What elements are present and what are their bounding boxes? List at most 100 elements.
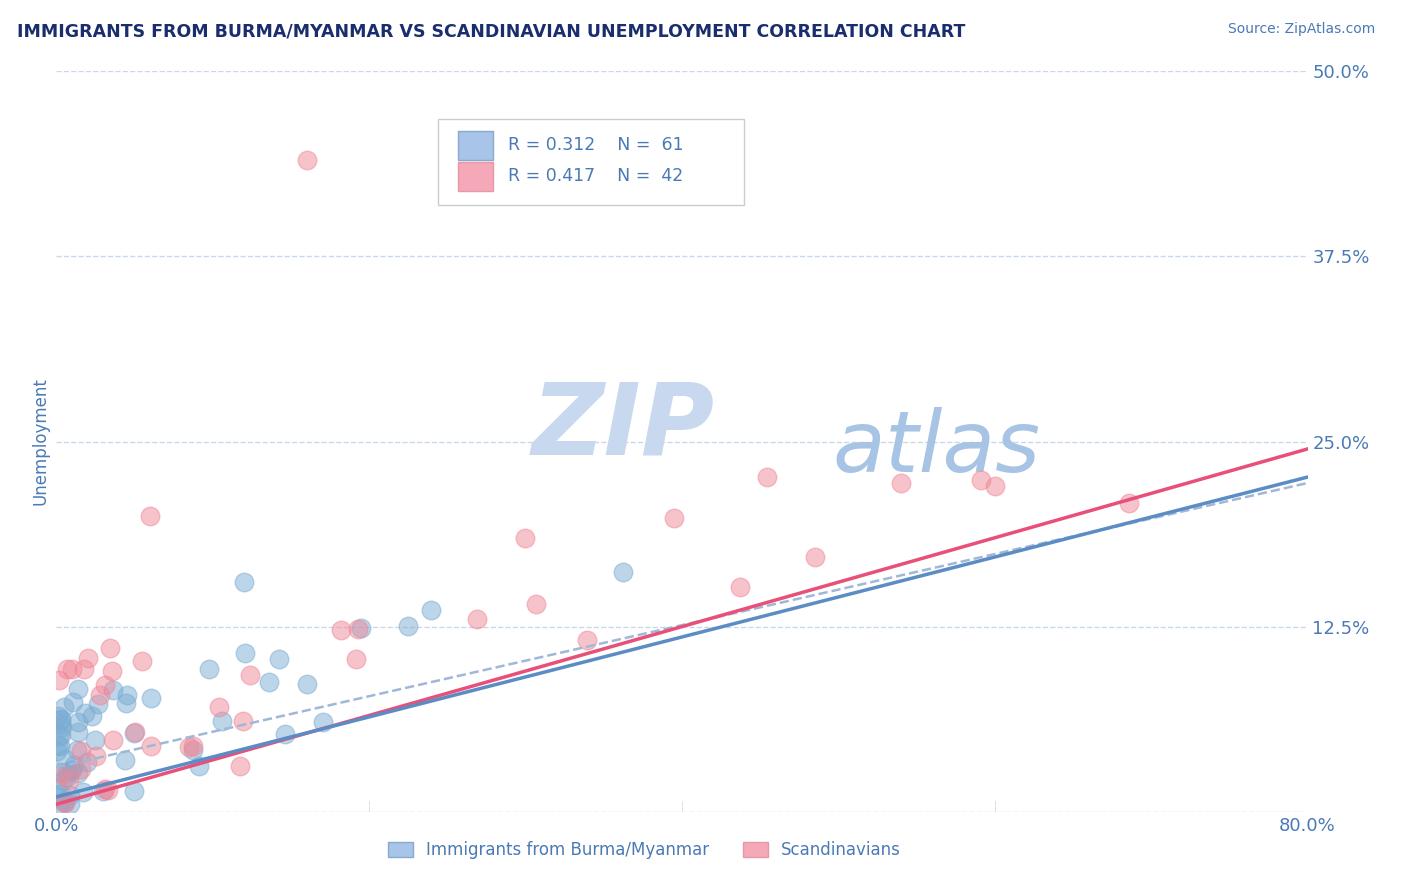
Point [576,632,599,647]
Y-axis label: Unemployment: Unemployment [31,377,49,506]
Point [350,621,373,635]
Point [187,759,209,773]
Point [56,770,79,784]
Point [59,797,82,812]
Point [259,675,281,690]
Point [46,709,69,723]
Point [804,549,827,564]
Point [984,479,1007,493]
Point [465,612,488,626]
Point [101,682,124,697]
Point [97,782,120,797]
Point [51,720,73,734]
Point [58,788,80,802]
Point [56,765,79,780]
Point [72,785,94,799]
Point [62,757,84,772]
Point [93,784,115,798]
Legend: Immigrants from Burma/Myanmar, Scandinavians: Immigrants from Burma/Myanmar, Scandinav… [388,841,901,859]
Point [49,787,72,801]
Point [211,714,233,728]
Text: R = 0.312    N =  61: R = 0.312 N = 61 [508,136,683,154]
Point [330,623,353,637]
Point [515,531,537,545]
Point [94,678,117,692]
Point [239,668,262,682]
Point [114,753,136,767]
Point [207,699,229,714]
Point [295,676,318,690]
Point [756,470,779,484]
Point [1118,496,1140,510]
Point [52,773,75,788]
Point [124,724,146,739]
Point [87,698,110,712]
Point [273,727,295,741]
Point [49,712,72,726]
Point [84,748,107,763]
Point [48,729,70,743]
Point [115,689,138,703]
Point [66,682,89,697]
Point [181,742,204,756]
Point [419,603,441,617]
Point [100,641,122,656]
Point [346,623,368,637]
Point [139,691,162,706]
Point [89,688,111,702]
Point [69,762,91,776]
Point [66,766,89,780]
Point [45,780,67,795]
Point [233,575,256,590]
Point [60,662,83,676]
Point [67,714,90,729]
Point [295,153,318,168]
Point [48,673,70,687]
Point [70,744,93,758]
Point [49,717,72,731]
Point [662,511,685,525]
Point [232,714,254,729]
Text: atlas: atlas [832,408,1040,491]
Point [100,664,122,678]
FancyBboxPatch shape [458,130,494,161]
Point [49,767,72,781]
Point [46,790,69,805]
Point [344,652,367,666]
FancyBboxPatch shape [458,161,494,191]
Point [46,738,69,752]
Point [198,662,221,676]
Point [84,732,107,747]
Point [139,739,162,754]
Point [60,764,83,778]
Point [970,473,993,487]
Point [526,598,548,612]
Point [101,732,124,747]
Point [46,744,69,758]
Text: Source: ZipAtlas.com: Source: ZipAtlas.com [1227,22,1375,37]
Point [233,646,256,660]
Point [53,794,76,808]
Point [82,709,104,723]
Point [58,773,80,788]
Point [67,725,90,739]
Point [181,739,204,753]
Point [228,759,250,773]
Point [889,475,911,490]
Point [53,700,76,714]
Point [115,696,138,710]
Point [76,755,98,769]
FancyBboxPatch shape [437,120,745,204]
Point [53,795,76,809]
Text: R = 0.417    N =  42: R = 0.417 N = 42 [508,168,683,186]
Point [48,797,70,812]
Point [124,726,146,740]
Point [62,695,84,709]
Point [124,784,146,798]
Point [131,654,153,668]
Point [49,764,72,779]
Point [56,662,79,676]
Point [75,706,97,720]
Point [94,782,117,797]
Point [312,714,335,729]
